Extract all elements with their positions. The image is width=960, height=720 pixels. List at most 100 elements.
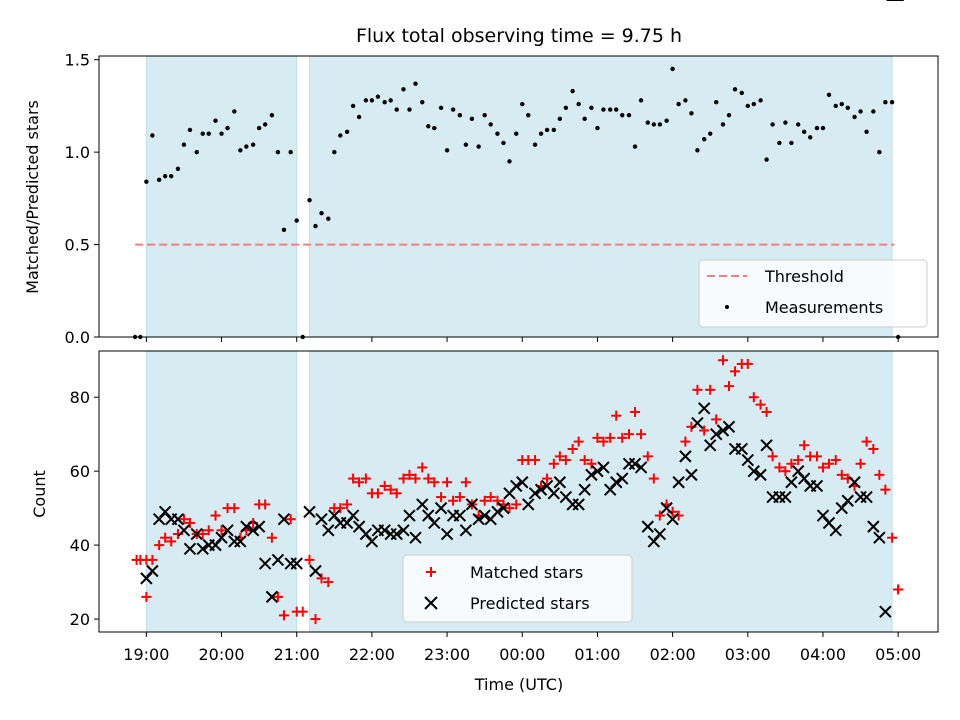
- measurement-point: [695, 148, 700, 153]
- predicted-star-point: [760, 439, 773, 452]
- matched-star-point: [799, 440, 810, 451]
- matched-star-point: [310, 614, 321, 625]
- predicted-star-point: [534, 483, 548, 496]
- measurement-point: [777, 140, 782, 146]
- measurement-point: [720, 122, 726, 127]
- predicted-star-point: [221, 524, 234, 537]
- measurement-point: [463, 142, 469, 147]
- measurement-point: [394, 107, 399, 112]
- matched-star-point: [335, 503, 346, 514]
- measurement-point: [507, 159, 512, 164]
- measurement-point: [168, 173, 174, 179]
- measurement-point: [175, 166, 181, 171]
- bottom-legend-box: [402, 554, 633, 623]
- chart-title: Flux total observing time = 9.75 h: [356, 25, 682, 47]
- legend-measurements-label: Measurements: [765, 298, 883, 317]
- measurement-point: [269, 112, 275, 118]
- measurement-point: [438, 105, 444, 110]
- predicted-star-point: [697, 402, 711, 415]
- legend-measurements-swatch: [725, 305, 729, 309]
- predicted-star-point: [234, 535, 247, 548]
- measurement-point: [845, 105, 850, 110]
- matched-star-point: [391, 488, 402, 499]
- observing-window-1: [145, 350, 298, 633]
- matched-star-point: [548, 458, 559, 469]
- matched-star-point: [342, 499, 353, 510]
- matched-star-point: [811, 451, 822, 462]
- measurement-point: [751, 101, 757, 107]
- measurement-point: [420, 100, 425, 105]
- measurement-point: [820, 125, 826, 131]
- bottom-y-tick-label: 20: [70, 610, 90, 629]
- matched-star-point: [504, 503, 515, 514]
- measurement-point: [444, 148, 450, 153]
- measurement-point: [620, 112, 625, 118]
- measurement-point: [256, 125, 262, 131]
- measurement-point: [319, 210, 324, 216]
- matched-star-point: [717, 355, 728, 366]
- measurement-point: [601, 107, 606, 112]
- predicted-star-point: [547, 487, 561, 500]
- legend-predicted-label: Predicted stars: [470, 594, 590, 613]
- matched-star-point: [636, 429, 647, 440]
- matched-star-point: [573, 436, 584, 447]
- top-y-tick-label: 0.0: [65, 328, 90, 347]
- matched-star-point: [579, 455, 590, 466]
- matched-star-point: [730, 366, 741, 377]
- matched-star-point: [160, 532, 171, 543]
- predicted-star-point: [848, 476, 861, 489]
- matched-star-point: [429, 477, 440, 488]
- measurement-point: [739, 90, 744, 96]
- measurement-point: [288, 149, 293, 155]
- matched-star-point: [511, 499, 522, 510]
- measurement-point: [238, 148, 243, 153]
- predicted-star-point: [553, 476, 567, 489]
- measurement-point: [181, 142, 187, 147]
- matched-star-point: [404, 469, 415, 480]
- measurement-point: [313, 223, 318, 229]
- x-tick-label: 03:00: [725, 645, 771, 664]
- matched-star-point: [654, 510, 665, 521]
- measurement-point: [144, 179, 149, 184]
- measurement-point: [701, 136, 707, 142]
- matched-star-point: [485, 492, 496, 503]
- matched-star-point: [642, 451, 653, 462]
- predicted-star-point: [246, 524, 260, 537]
- predicted-star-point: [434, 501, 448, 515]
- bottom-y-axis-label: Count: [30, 470, 49, 518]
- matched-star-point: [178, 514, 189, 525]
- legend-threshold-label: Threshold: [764, 267, 844, 286]
- measurement-point: [476, 144, 481, 149]
- matched-star-point: [554, 451, 565, 462]
- measurement-point: [764, 157, 769, 162]
- top-axes-frame: [98, 55, 939, 338]
- measurement-point: [645, 120, 651, 125]
- predicted-star-point: [634, 461, 648, 474]
- measurement-point: [852, 114, 857, 120]
- predicted-star-point: [735, 442, 748, 456]
- matched-star-point: [711, 414, 722, 425]
- top-y-ticks: 0.0 0.5 1.0 1.5: [65, 51, 99, 347]
- matched-star-point: [197, 529, 208, 540]
- matched-star-point: [793, 455, 804, 466]
- predicted-star-point: [747, 464, 761, 478]
- matched-star-point: [203, 525, 214, 536]
- matched-star-point: [272, 591, 283, 602]
- x-tick-label: 05:00: [875, 645, 921, 664]
- predicted-star-point: [528, 487, 542, 500]
- predicted-star-point: [516, 476, 529, 489]
- measurement-point: [219, 131, 224, 136]
- matched-star-point: [817, 462, 828, 473]
- measurement-point: [664, 118, 669, 123]
- matched-star-point: [605, 432, 616, 443]
- predicted-star-point: [271, 553, 285, 567]
- top-y-axis-label: Matched/Predicted stars: [23, 100, 42, 294]
- matched-star-point: [567, 443, 578, 454]
- measurement-point: [206, 131, 211, 136]
- measurement-point: [864, 129, 869, 134]
- matched-star-point: [154, 540, 165, 551]
- measurement-point: [388, 98, 393, 103]
- measurement-point: [369, 98, 375, 103]
- top-legend-box: [698, 259, 928, 328]
- matched-star-point: [323, 577, 334, 588]
